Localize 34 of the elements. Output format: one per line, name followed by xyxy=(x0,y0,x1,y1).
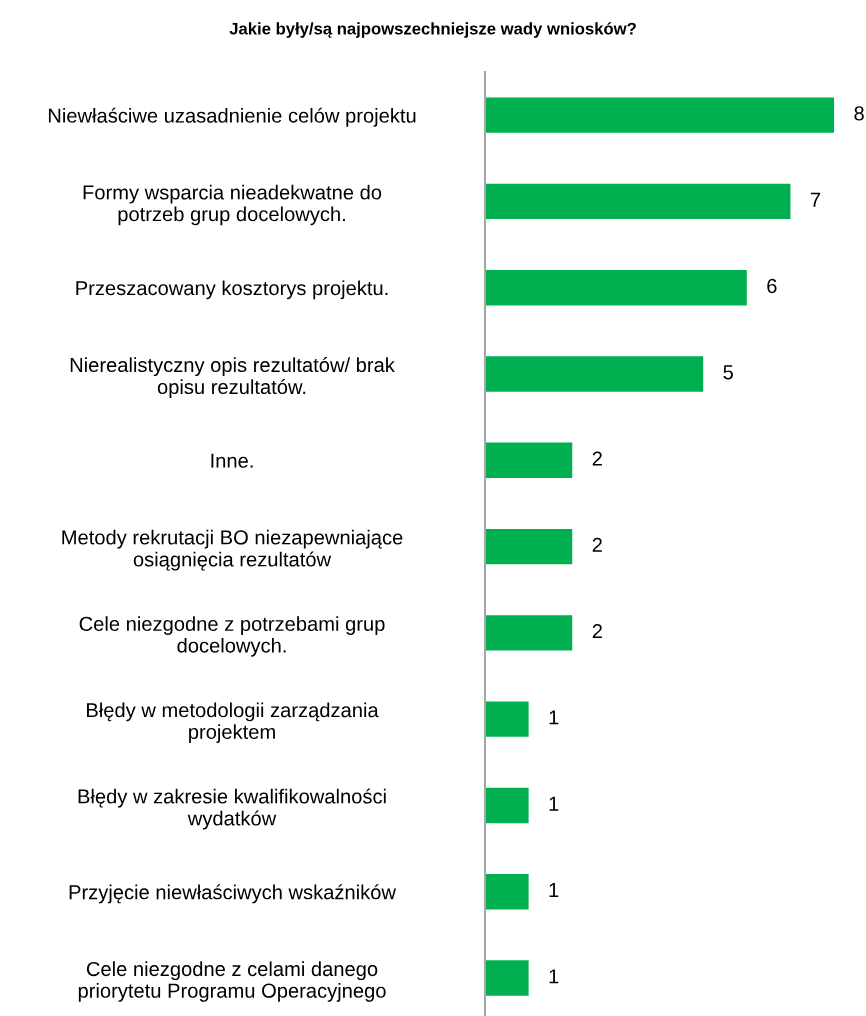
bar xyxy=(485,97,835,133)
y-tick-label: Błędy w metodologii zarządzania projektem xyxy=(87,702,379,743)
y-tick-label: Nierealistyczny opis rezultatów/ brak opisu rezultatów. xyxy=(70,357,395,399)
bar xyxy=(485,615,573,651)
bar xyxy=(485,787,529,824)
data-label: 1 xyxy=(549,796,559,811)
data-label: 2 xyxy=(592,537,602,552)
data-label: 2 xyxy=(592,624,602,639)
y-tick-label: Cele niezgodne z celami danego priorytetu Programu Operacyjnego xyxy=(78,961,386,1002)
y-tick-label: Przeszacowany kosztorys projektu. xyxy=(76,280,388,300)
data-label: 2 xyxy=(592,451,602,466)
y-tick-label: Inne. xyxy=(211,453,253,468)
data-label: 7 xyxy=(810,192,821,207)
data-label: 1 xyxy=(549,969,559,984)
bar xyxy=(485,960,529,996)
bar xyxy=(485,874,529,910)
data-label: 5 xyxy=(723,365,733,380)
y-tick-label: Błędy w zakresie kwalifikowalności wydatków xyxy=(78,788,386,830)
y-tick-label: Niewłaściwe uzasadnienie celów projektu xyxy=(48,107,416,127)
bar xyxy=(485,183,791,220)
bar xyxy=(485,442,573,478)
y-tick-label: Cele niezgodne z potrzebami grup docelowych. xyxy=(79,616,385,657)
y-tick-label: Metody rekrutacji BO niezapewniające osiągnięcia rezultatów xyxy=(62,529,403,571)
data-label: 1 xyxy=(549,710,559,725)
data-label: 6 xyxy=(767,278,777,294)
y-tick-label: Przyjęcie niewłaściwych wskaźników xyxy=(69,884,397,904)
data-label: 8 xyxy=(854,106,864,121)
bar xyxy=(485,528,573,565)
y-tick-label: Formy wsparcia nieadekwatne do potrzeb grup docelowych. xyxy=(83,184,382,226)
bar xyxy=(485,270,747,306)
bar xyxy=(485,701,529,737)
data-label: 1 xyxy=(549,883,559,897)
bar xyxy=(485,356,704,392)
chart-title: Jakie były/są najpowszechniejsze wady wniosków? xyxy=(229,22,636,38)
